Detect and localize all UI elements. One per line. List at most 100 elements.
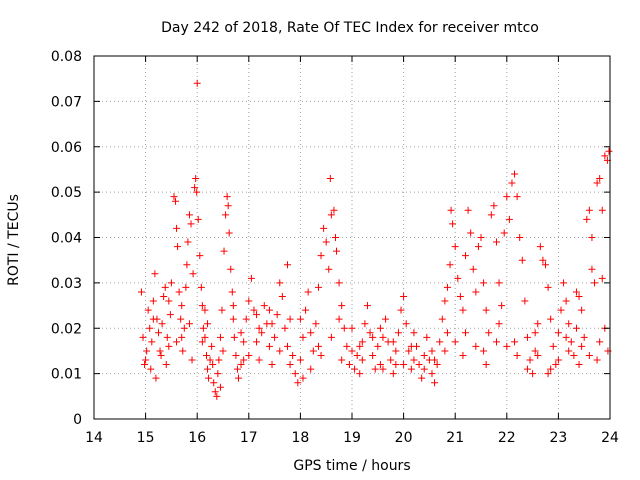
data-point — [322, 238, 330, 246]
x-axis-label: GPS time / hours — [293, 458, 410, 474]
data-point — [356, 370, 364, 378]
data-point — [518, 256, 526, 264]
data-point — [420, 351, 428, 359]
data-point — [464, 206, 472, 214]
data-point — [222, 211, 230, 219]
data-point — [353, 351, 361, 359]
data-point — [503, 193, 511, 201]
data-point — [205, 374, 213, 382]
data-point — [201, 306, 209, 314]
data-point — [492, 238, 500, 246]
data-point — [554, 329, 562, 337]
data-point — [147, 365, 155, 373]
data-point — [178, 302, 186, 310]
data-point — [307, 329, 315, 337]
data-point — [585, 206, 593, 214]
data-point — [250, 306, 258, 314]
data-point — [237, 361, 245, 369]
data-point — [338, 302, 346, 310]
data-point — [206, 356, 214, 364]
data-point — [356, 342, 364, 350]
data-point — [529, 370, 537, 378]
data-point — [567, 338, 575, 346]
data-point — [225, 229, 233, 237]
data-point — [317, 252, 325, 260]
data-point — [175, 288, 183, 296]
data-point — [155, 329, 162, 337]
data-point — [431, 379, 439, 387]
data-point — [213, 392, 221, 400]
data-point — [394, 329, 402, 337]
data-point — [255, 324, 263, 332]
data-point — [157, 351, 165, 359]
data-point — [166, 311, 174, 319]
data-point — [331, 234, 339, 241]
data-point — [268, 320, 276, 328]
data-point — [209, 361, 217, 369]
data-point — [415, 361, 423, 369]
data-point — [387, 356, 395, 364]
data-point — [547, 365, 555, 373]
data-point — [503, 342, 511, 350]
data-point — [469, 265, 477, 273]
data-point — [338, 356, 346, 364]
data-point — [156, 347, 164, 355]
data-point — [410, 356, 418, 364]
data-point — [583, 215, 591, 223]
data-point — [605, 147, 613, 155]
data-point — [371, 365, 379, 373]
chart-title: Day 242 of 2018, Rate Of TEC Index for r… — [161, 20, 539, 36]
y-tick-label: 0.01 — [51, 367, 82, 383]
data-point — [182, 283, 190, 291]
data-point — [165, 297, 173, 305]
data-point — [218, 306, 226, 314]
data-point — [196, 252, 204, 260]
x-tick-label: 16 — [188, 430, 206, 446]
axis-ticks: 14 15 16 17 18 19 20 21 22 23 24 0 0.01 0.02 0.03 0.04 0… — [51, 49, 619, 446]
grid-lines — [94, 56, 610, 419]
data-point — [407, 365, 415, 373]
data-point — [423, 333, 431, 341]
y-tick-label: 0.02 — [51, 321, 82, 337]
data-point — [215, 356, 223, 364]
data-point — [492, 338, 500, 346]
data-point — [361, 320, 369, 328]
data-point — [208, 342, 216, 350]
y-tick-label: 0.06 — [51, 140, 82, 156]
data-point — [593, 356, 601, 364]
data-point — [276, 279, 284, 287]
data-point — [345, 361, 353, 369]
data-point — [487, 211, 495, 219]
data-point — [591, 279, 599, 287]
data-point — [197, 283, 205, 291]
data-point — [588, 265, 596, 273]
data-point — [498, 302, 506, 310]
data-point — [284, 342, 291, 350]
data-point — [185, 320, 193, 328]
data-point — [578, 306, 586, 314]
y-tick-label: 0 — [73, 412, 82, 428]
data-point — [500, 229, 508, 237]
data-point — [531, 329, 539, 337]
data-point — [271, 333, 279, 341]
data-point — [441, 347, 449, 355]
data-point — [229, 302, 237, 310]
data-point — [312, 320, 320, 328]
data-point — [227, 265, 235, 273]
data-point — [505, 215, 513, 223]
data-point — [447, 206, 455, 214]
data-point — [389, 338, 397, 346]
data-point — [544, 283, 552, 291]
data-point — [189, 270, 197, 278]
data-point — [194, 215, 202, 223]
data-point — [358, 338, 366, 346]
data-point — [268, 361, 276, 369]
data-point — [557, 306, 565, 314]
data-point — [210, 379, 218, 387]
data-point — [482, 306, 490, 314]
x-tick-label: 17 — [240, 430, 258, 446]
data-point — [536, 243, 544, 251]
data-point — [539, 256, 547, 264]
data-point — [531, 347, 539, 355]
